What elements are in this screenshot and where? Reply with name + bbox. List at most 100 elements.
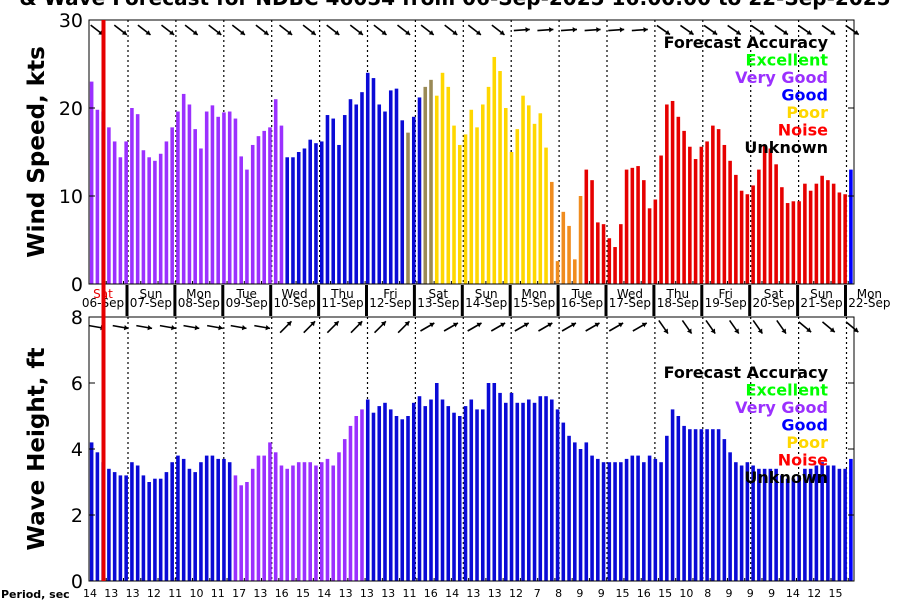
bar xyxy=(797,475,801,581)
day-of-week-label: Mon xyxy=(186,287,211,301)
direction-arrow xyxy=(705,319,716,335)
bar xyxy=(158,478,163,581)
bar xyxy=(446,406,451,581)
bar xyxy=(463,134,468,284)
day-of-week-label: Wed xyxy=(617,287,643,301)
bar xyxy=(561,211,566,284)
direction-arrow xyxy=(845,321,859,333)
period-value: 14 xyxy=(83,587,97,600)
date-label: 17-Sep xyxy=(609,296,651,310)
day-band-divider xyxy=(748,285,752,316)
bar xyxy=(365,72,370,284)
bar xyxy=(325,458,330,581)
bar xyxy=(808,190,813,284)
period-value: 14 xyxy=(317,587,331,600)
bar xyxy=(124,141,128,284)
period-value: 15 xyxy=(296,587,310,600)
period-value: 16 xyxy=(275,587,289,600)
bar xyxy=(659,155,663,284)
bar xyxy=(515,129,520,284)
bar xyxy=(457,144,462,284)
bar xyxy=(578,449,583,581)
day-band-divider xyxy=(221,285,225,316)
day-of-week-label: Mon xyxy=(857,287,882,301)
bar xyxy=(492,56,497,285)
direction-arrow xyxy=(279,24,293,36)
bar xyxy=(527,105,531,284)
bar xyxy=(452,412,456,581)
bar xyxy=(642,180,646,284)
bar xyxy=(688,429,692,581)
bar xyxy=(411,116,416,284)
bar xyxy=(331,118,336,284)
bar xyxy=(124,475,128,581)
bar xyxy=(682,130,686,284)
bar xyxy=(492,383,497,581)
bar xyxy=(302,462,307,581)
bar xyxy=(647,455,652,581)
bar xyxy=(814,183,819,284)
day-of-week-label: Sat xyxy=(428,287,448,301)
bar xyxy=(630,167,635,284)
day-band-divider xyxy=(173,285,177,316)
direction-arrow xyxy=(845,24,860,36)
bar xyxy=(308,462,312,581)
bar xyxy=(394,88,399,284)
wave-y-axis-label: Wave Height, ft xyxy=(24,348,50,551)
bar xyxy=(394,416,399,581)
period-value: 9 xyxy=(576,587,583,600)
period-value: 9 xyxy=(747,587,754,600)
period-value: 11 xyxy=(211,587,225,600)
bar xyxy=(227,111,232,285)
y-tick-label: 0 xyxy=(71,274,83,296)
bar xyxy=(596,458,600,581)
bar xyxy=(538,396,543,581)
bar xyxy=(153,478,157,581)
bar xyxy=(475,409,479,581)
now-label: Sat xyxy=(93,287,113,301)
y-tick-label: 20 xyxy=(59,98,83,120)
bar xyxy=(354,104,359,284)
legend-entry: Very Good xyxy=(735,398,828,417)
bar xyxy=(360,409,364,581)
period-value: 13 xyxy=(381,587,395,600)
direction-arrow xyxy=(137,24,151,36)
bar xyxy=(665,104,669,284)
bar xyxy=(504,108,508,284)
legend-entry: Noise xyxy=(778,451,828,470)
bar xyxy=(498,71,502,284)
bar xyxy=(181,458,186,581)
bar xyxy=(457,416,462,581)
direction-arrow xyxy=(326,320,340,334)
direction-arrow xyxy=(514,322,530,332)
bar xyxy=(728,160,732,284)
period-value: 15 xyxy=(829,587,843,600)
bar xyxy=(475,127,479,284)
bar xyxy=(693,159,698,284)
direction-arrow xyxy=(560,27,578,33)
direction-arrow xyxy=(161,24,175,36)
bar xyxy=(596,222,600,284)
bar xyxy=(296,152,301,284)
bar xyxy=(423,406,428,581)
direction-arrow xyxy=(658,319,669,335)
day-of-week-label: Fri xyxy=(383,287,397,301)
bar xyxy=(780,475,784,581)
bar xyxy=(291,157,295,284)
bar xyxy=(820,462,824,581)
legend-entry: Unknown xyxy=(744,138,828,157)
bar xyxy=(791,201,796,284)
bar xyxy=(268,442,272,581)
bar xyxy=(762,468,767,581)
bar xyxy=(291,465,295,581)
y-tick-label: 4 xyxy=(71,439,83,461)
date-label: 22-Sep xyxy=(848,296,890,310)
bar xyxy=(826,465,830,581)
day-label-band: 06-SepSun07-SepMon08-SepTue09-SepWed10-S… xyxy=(82,285,891,316)
bar xyxy=(429,79,433,284)
wave-direction-arrows xyxy=(88,319,859,335)
bar xyxy=(417,97,422,284)
direction-arrow xyxy=(231,24,246,36)
bar xyxy=(734,462,738,581)
bar xyxy=(509,152,514,284)
